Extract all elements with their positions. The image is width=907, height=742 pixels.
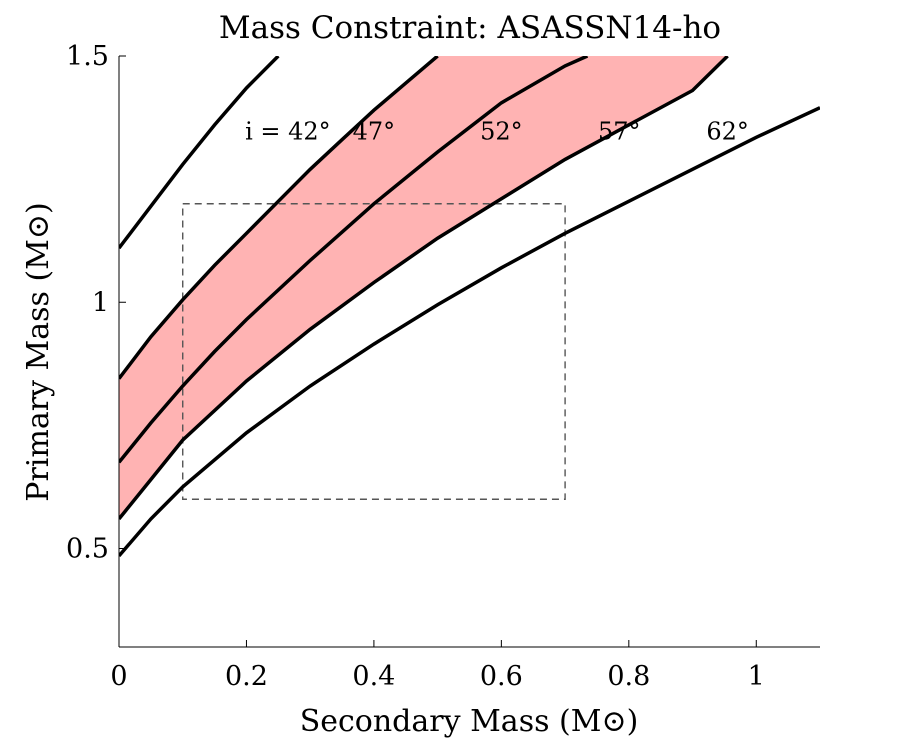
chart-title: Mass Constraint: ASASSN14-ho [219, 10, 721, 46]
inclination-curve-2 [119, 56, 439, 380]
curve-label: 57° [598, 118, 641, 146]
inclination-curve-4 [119, 56, 729, 521]
shaded-region [119, 56, 728, 519]
curve-label: 52° [480, 118, 523, 146]
x-tick-label: 1 [748, 661, 765, 692]
x-tick-label: 0.4 [352, 661, 395, 692]
x-tick-label: 0.2 [225, 661, 268, 692]
x-axis-label: Secondary Mass (M⊙) [300, 704, 639, 739]
y-tick-label: 1 [92, 287, 109, 318]
y-axis-label: Primary Mass (M⊙) [21, 202, 56, 501]
y-tick-label: 1.5 [66, 41, 109, 72]
x-tick-label: 0 [110, 661, 127, 692]
plot-area: 0 0.2 0.4 0.6 0.8 1 0.5 1 1.5 i = 42° 47° 52° 57° 62° [66, 41, 820, 692]
curve-label: 62° [706, 118, 749, 146]
x-tick-label: 0.8 [607, 661, 650, 692]
curve-label: 47° [353, 118, 396, 146]
y-tick-label: 0.5 [66, 534, 109, 565]
inclination-curve-3 [119, 56, 589, 464]
curve-label: i = 42° [245, 118, 331, 146]
x-tick-label: 0.6 [480, 661, 523, 692]
inclination-curve-1 [119, 56, 280, 250]
constraint-box [182, 203, 566, 500]
inclination-curve-5 [119, 106, 820, 558]
